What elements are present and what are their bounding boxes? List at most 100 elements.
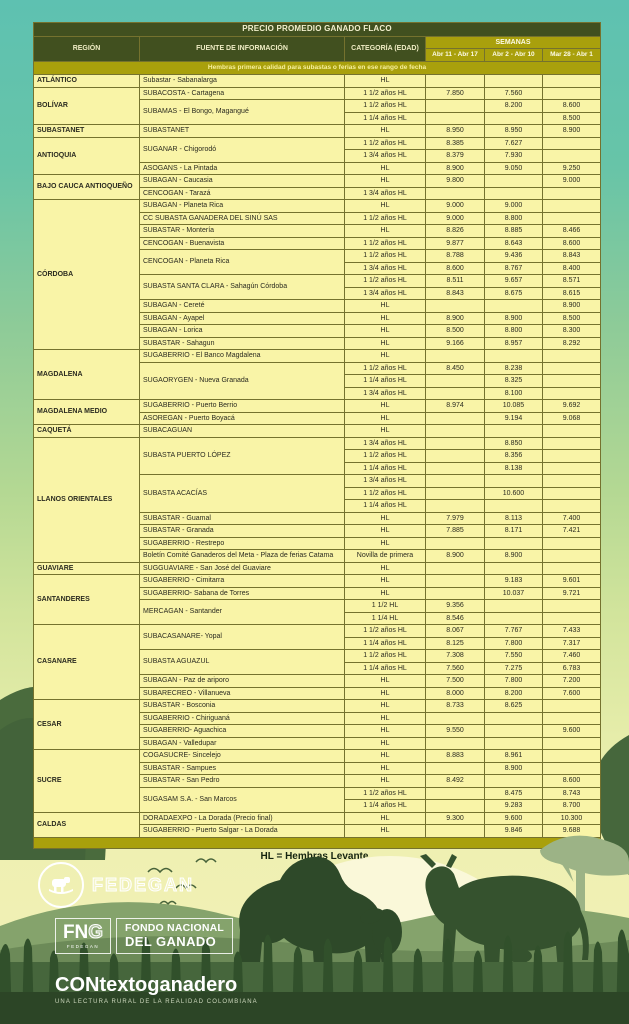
price-cell — [484, 111, 543, 125]
col-header-week-3: Mar 28 - Abr 1 — [541, 48, 602, 62]
categoria-cell: 1 1/2 años HL — [344, 86, 426, 100]
categoria-cell: HL — [344, 311, 426, 325]
categoria-cell: HL — [344, 299, 426, 313]
table-row: ATLÁNTICO Subastar - Sabanalarga HL — [33, 74, 602, 88]
categoria-cell: 1 3/4 años HL — [344, 149, 426, 163]
price-cell: 8.883 — [425, 749, 485, 763]
table-row: CAQUETÁ SUBACAGUAN HL — [33, 424, 602, 438]
price-cell: 9.000 — [425, 199, 485, 213]
price-cell — [541, 136, 602, 150]
categoria-cell: HL — [344, 711, 426, 725]
fuente-cell: SUGANAR - Chigorodó — [139, 136, 345, 163]
region-cell: ATLÁNTICO — [33, 74, 140, 88]
categoria-cell: 1 1/4 años HL — [344, 799, 426, 813]
price-cell: 9.000 — [541, 174, 602, 188]
price-cell: 9.877 — [425, 236, 485, 250]
price-cell: 7.308 — [425, 649, 485, 663]
fuente-cell: SUGASAM S.A. - San Marcos — [139, 786, 345, 813]
region-cell: SUBASTANET — [33, 124, 140, 138]
categoria-cell: HL — [344, 749, 426, 763]
region-cell: MAGDALENA MEDIO — [33, 399, 140, 425]
fuente-cell: CENCOGAN - Planeta Rica — [139, 249, 345, 275]
price-cell: 8.125 — [425, 636, 485, 650]
table-row: 1 1/2 años HL 8.356 — [34, 449, 602, 463]
price-cell — [425, 499, 485, 513]
table-row: Boletín Comité Ganaderos del Meta - Plaz… — [34, 549, 602, 563]
table-row: SUGAORYGEN - Nueva Granada 1 1/2 años HL 8… — [34, 361, 602, 400]
price-cell — [541, 549, 602, 563]
fuente-cell: SUBARECREO - Villanueva — [139, 686, 345, 700]
price-cell — [425, 111, 485, 125]
price-cell — [541, 599, 602, 613]
categoria-cell: 1 3/4 años HL — [344, 474, 426, 488]
categoria-cell: 1 1/4 años HL — [344, 636, 426, 650]
price-cell: 8.900 — [541, 299, 602, 313]
fuente-cell: SUBACASANARE- Yopal — [139, 624, 345, 650]
region-cell: CESAR — [33, 699, 140, 750]
categoria-cell: HL — [344, 774, 426, 788]
price-cell — [484, 299, 543, 313]
categoria-cell: HL — [344, 424, 426, 438]
region-cell: CÓRDOBA — [33, 199, 140, 350]
price-cell: 8.200 — [484, 686, 543, 700]
fuente-cell: CC SUBASTA GANADERA DEL SINÚ SAS — [139, 211, 345, 225]
table-row: SUBASTA ACACÍAS 1 3/4 años HL — [34, 474, 602, 513]
fuente-cell: SUBAGAN - Valledupar — [139, 736, 345, 750]
table-row: SUBAGAN - Cereté HL 8.900 — [34, 299, 602, 313]
price-cell: 8.974 — [425, 399, 485, 413]
price-cell — [425, 186, 485, 200]
categoria-cell: 1 1/4 años HL — [344, 111, 426, 125]
table-row: CC SUBASTA GANADERA DEL SINÚ SAS 1 1/2 añ… — [34, 211, 602, 225]
price-cell: 8.950 — [425, 124, 485, 138]
table-row: ASOREGAN - Puerto Boyacá HL 9.194 9.068 — [34, 411, 602, 425]
price-cell: 8.171 — [484, 524, 543, 538]
price-cell — [484, 536, 543, 550]
table-row: BAJO CAUCA ANTIOQUEÑO SUBAGAN - Caucasia H… — [33, 174, 602, 200]
price-cell — [541, 74, 602, 88]
price-cell — [425, 736, 485, 750]
fng-box: FNG FEDEGAN — [55, 918, 111, 954]
categoria-cell: 1 1/4 años HL — [344, 461, 426, 475]
price-cell: 9.166 — [425, 336, 485, 350]
categoria-cell: HL — [344, 224, 426, 238]
right-foliage-silhouette — [592, 735, 629, 875]
price-cell: 8.113 — [484, 511, 543, 525]
categoria-cell: 1 3/4 años HL — [344, 386, 426, 400]
fuente-cell: SUBASTA AGUAZUL — [139, 649, 345, 675]
fondo-nacional-line2: DEL GANADO — [125, 933, 217, 949]
price-cell: 7.600 — [541, 686, 602, 700]
price-cell: 8.379 — [425, 149, 485, 163]
table-row: CENCOGAN - Tarazá 1 3/4 años HL — [34, 186, 602, 200]
price-cell — [484, 474, 543, 488]
price-cell: 8.615 — [541, 286, 602, 300]
region-cell: BAJO CAUCA ANTIOQUEÑO — [33, 174, 140, 200]
fuente-cell: MERCAGAN - Santander — [139, 599, 345, 625]
price-cell: 8.356 — [484, 449, 543, 463]
price-cell: 9.000 — [425, 211, 485, 225]
fuente-cell: DORADAEXPO - La Dorada (Precio final) — [139, 811, 345, 825]
price-cell: 7.400 — [541, 511, 602, 525]
fuente-cell: SUBASTAR - Bosconia — [139, 699, 345, 713]
fondo-nacional-line1: FONDO NACIONAL — [125, 922, 225, 934]
price-cell: 7.421 — [541, 524, 602, 538]
categoria-cell: HL — [344, 811, 426, 825]
price-cell — [541, 149, 602, 163]
price-cell: 9.800 — [425, 174, 485, 188]
price-cell — [425, 386, 485, 400]
region-cell: MAGDALENA — [33, 349, 140, 400]
categoria-cell: HL — [344, 411, 426, 425]
fuente-cell: SUGABERRIO- Sabana de Torres — [139, 586, 345, 600]
table-row: 1 1/4 años HL 8.325 — [34, 374, 602, 388]
contextoganadero-wordmark: CONtextoganadero — [55, 974, 238, 996]
categoria-cell: HL — [344, 724, 426, 738]
price-cell: 6.783 — [541, 661, 602, 675]
categoria-cell: HL — [344, 736, 426, 750]
price-table: PRECIO PROMEDIO GANADO FLACO REGIÓN FUEN… — [32, 22, 602, 849]
fuente-cell: SUGGUAVIARE - San José del Guaviare — [139, 561, 345, 575]
contextoganadero-tagline: UNA LECTURA RURAL DE LA REALIDAD COLOMBI… — [55, 999, 258, 1005]
price-cell: 8.500 — [541, 311, 602, 325]
contextoganadero-logo: CONtextoganadero UNA LECTURA RURAL DE LA… — [55, 975, 258, 1005]
region-cell: ANTIOQUIA — [33, 136, 140, 175]
categoria-cell: 1 1/2 años HL — [344, 236, 426, 250]
price-cell: 7.317 — [541, 636, 602, 650]
